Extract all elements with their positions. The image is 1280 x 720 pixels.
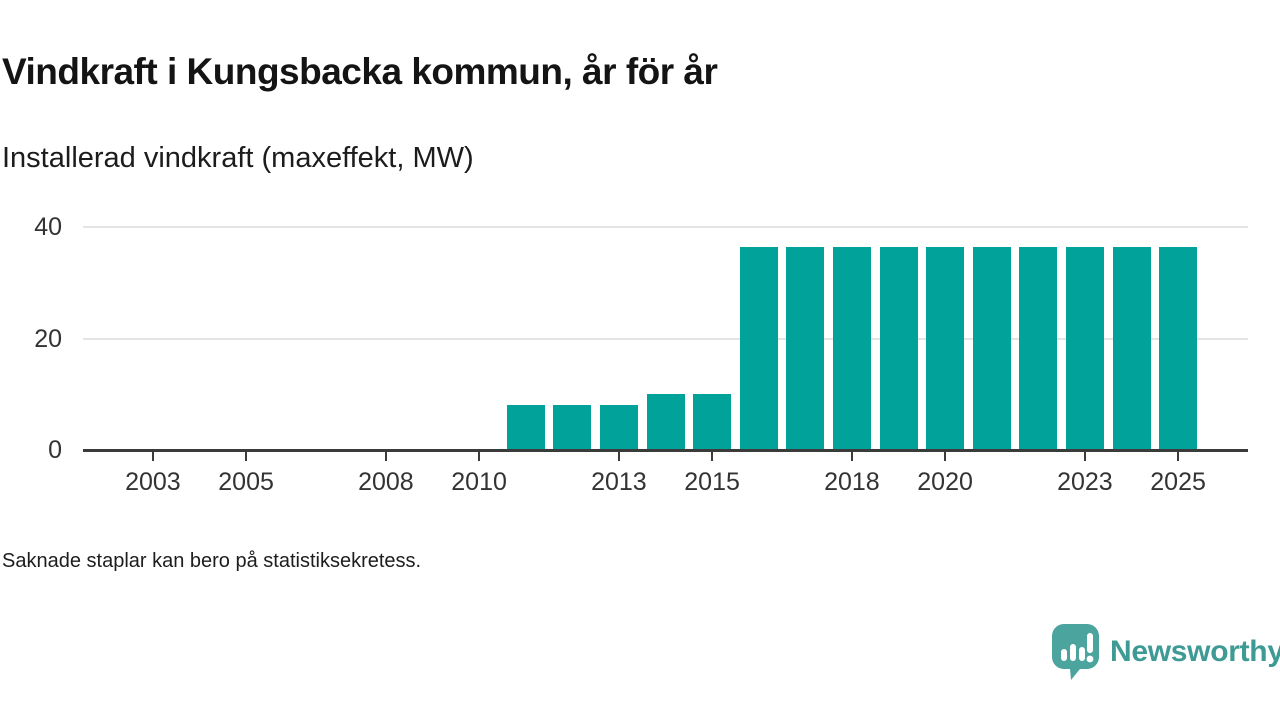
x-axis-label-2005: 2005 <box>218 468 274 496</box>
chart-title: Vindkraft i Kungsbacka kommun, år för år <box>2 51 718 92</box>
x-axis-tick-2025 <box>1177 451 1180 461</box>
x-axis-label-2008: 2008 <box>358 468 414 496</box>
x-axis-tick-2005 <box>245 451 248 461</box>
x-axis-label-2023: 2023 <box>1057 468 1113 496</box>
bar-2022 <box>1019 246 1058 450</box>
x-axis-label-2018: 2018 <box>824 468 880 496</box>
x-axis-tick-2020 <box>944 451 947 461</box>
y-axis-label-40: 40 <box>34 213 62 241</box>
x-axis-label-2013: 2013 <box>591 468 647 496</box>
bar-2015 <box>693 394 732 450</box>
bar-2012 <box>553 405 592 450</box>
x-axis-tick-2010 <box>478 451 481 461</box>
x-axis-label-2015: 2015 <box>684 468 740 496</box>
bar-2025 <box>1159 246 1198 450</box>
x-axis-tick-2023 <box>1083 451 1086 461</box>
x-axis-label-2010: 2010 <box>451 468 507 496</box>
gridline-40 <box>83 226 1248 228</box>
bar-2023 <box>1065 246 1104 450</box>
newsworthy-logo-text: Newsworthy <box>1110 635 1280 668</box>
bar-2013 <box>599 405 638 450</box>
x-axis-tick-2015 <box>711 451 714 461</box>
chart-footnote: Saknade staplar kan bero på statistiksek… <box>2 550 422 572</box>
x-axis-label-2020: 2020 <box>917 468 973 496</box>
y-axis-label-0: 0 <box>48 436 62 464</box>
bar-2021 <box>972 246 1011 450</box>
bar-2018 <box>832 246 871 450</box>
x-axis-tick-2018 <box>850 451 853 461</box>
x-axis-label-2025: 2025 <box>1150 468 1206 496</box>
bar-2017 <box>786 246 825 450</box>
x-axis-tick-2008 <box>384 451 387 461</box>
newsworthy-logo: Newsworthy <box>1052 624 1280 680</box>
y-axis-label-20: 20 <box>34 324 62 353</box>
x-axis-label-2003: 2003 <box>125 468 181 496</box>
x-axis-line <box>83 448 1248 452</box>
x-axis-tick-2003 <box>151 451 154 461</box>
bar-2016 <box>739 246 778 450</box>
speech-bubble-bar-chart-icon <box>1052 624 1099 680</box>
chart-subtitle: Installerad vindkraft (maxeffekt, MW) <box>2 142 474 174</box>
bar-2020 <box>926 246 965 450</box>
x-axis-tick-2013 <box>617 451 620 461</box>
bar-2011 <box>506 405 545 450</box>
bar-2014 <box>646 394 685 450</box>
bar-2024 <box>1112 246 1151 450</box>
bar-2019 <box>879 246 918 450</box>
gridline-20 <box>83 337 1248 340</box>
